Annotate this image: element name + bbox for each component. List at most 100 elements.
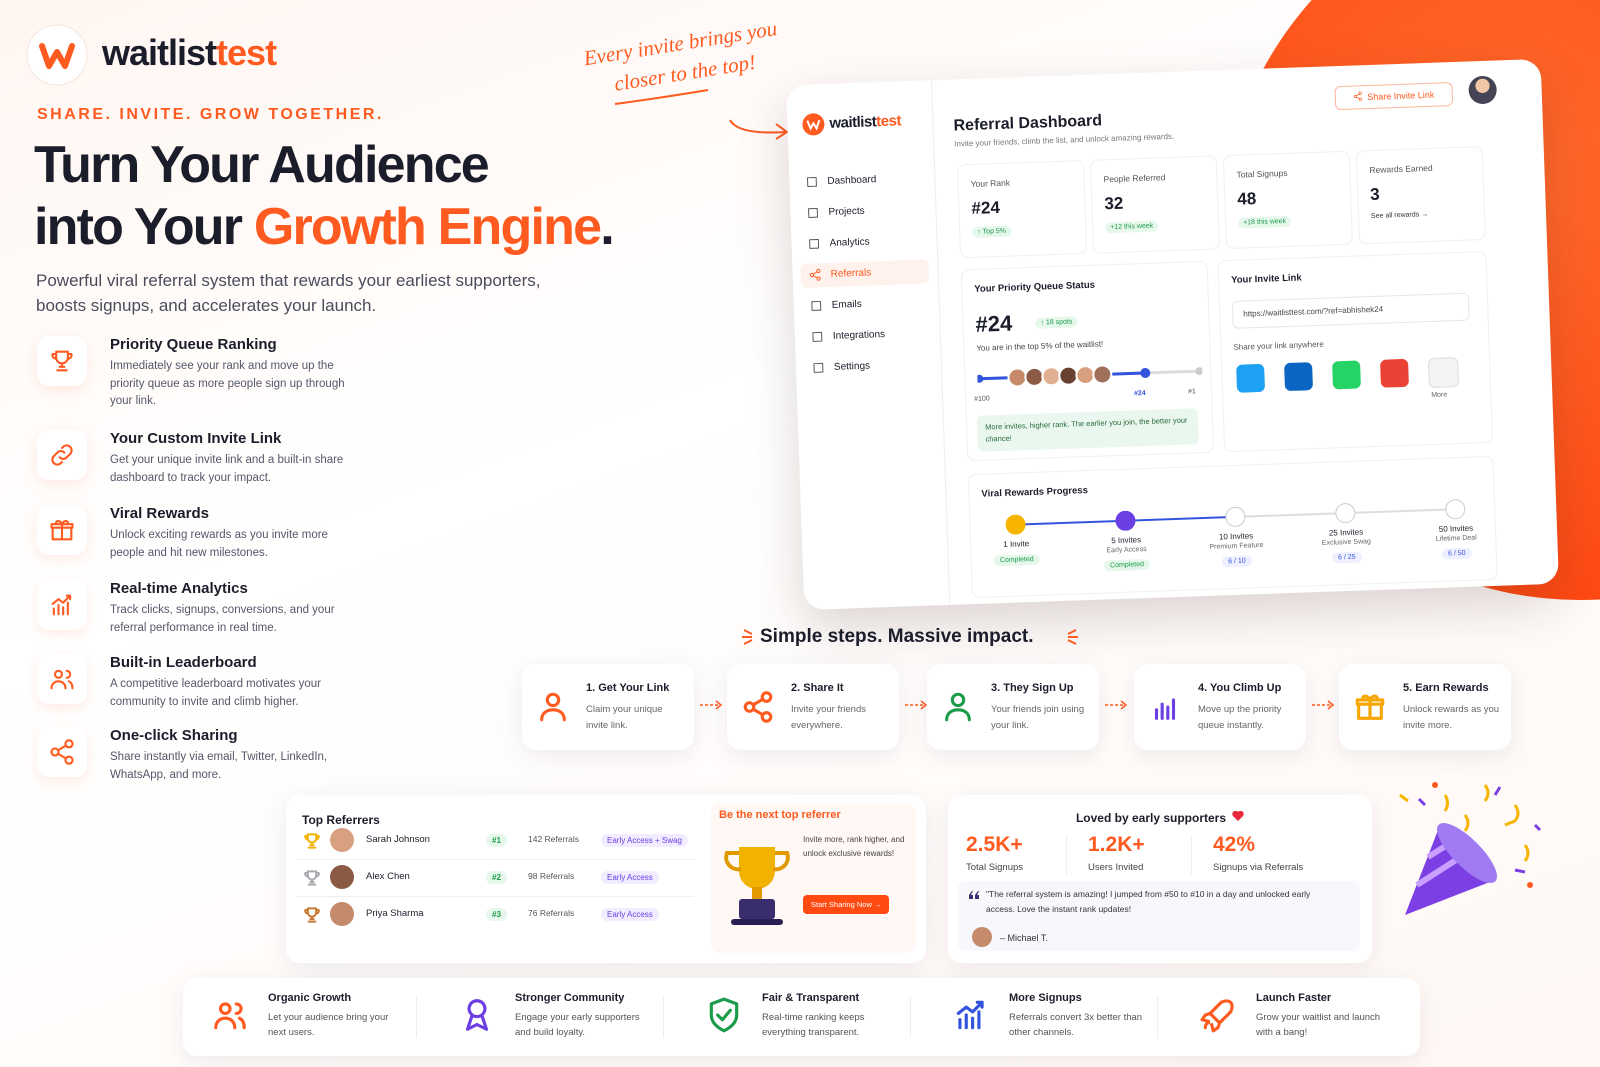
tagline: SHARE. INVITE. GROW TOGETHER. [37,106,384,123]
stat-label: Total Signups [1236,167,1288,180]
referrer-count: 142 Referrals [528,834,580,844]
brand-name: waitlisttest [102,32,277,74]
benefit-desc: Referrals convert 3x better than other c… [1009,1012,1143,1038]
feature-title: Your Custom Invite Link [110,430,282,447]
feature-title: Priority Queue Ranking [110,336,277,353]
stat-label: People Referred [1103,172,1166,185]
nav-item[interactable]: Settings [804,352,933,380]
feature-desc: Share instantly via email, Twitter, Link… [110,751,328,781]
step-desc: Invite your friends everywhere. [791,704,866,731]
stat-value: 3 [1369,184,1381,205]
step-icon [741,690,775,729]
feature-desc: Unlock exciting rewards as you invite mo… [110,529,328,559]
feature-icon [37,430,87,480]
benefit-icon [458,996,496,1039]
stat-label: Users Invited [1088,862,1144,873]
headline-line: Turn Your Audience [34,136,490,194]
stat-note: +18 this week [1237,215,1292,229]
share-button[interactable] [1427,357,1460,389]
logo-icon [26,24,88,86]
milestone-sub: Early Access [1106,546,1147,555]
step-card: 2. Share It Invite your friends everywher… [727,664,899,750]
step-title: 1. Get Your Link [586,682,670,694]
stat-divider [1191,835,1192,875]
stat-value: 48 [1236,189,1257,209]
milestone-node [1334,502,1356,524]
step-icon [536,690,570,729]
benefit-divider [1157,996,1158,1038]
share-button[interactable] [1236,363,1266,393]
step-arrow [698,698,726,716]
start-sharing-button[interactable]: Start Sharing Now → [803,895,890,914]
brand-part: test [875,112,902,131]
milestone-node [1005,514,1026,535]
nav-label: Settings [833,360,871,373]
nav-icon [812,361,826,379]
milestone-status: 6 / 10 [1222,555,1252,568]
brand-part: waitlist [829,113,877,132]
rewards-title: Viral Rewards Progress [981,485,1089,500]
step-title: 3. They Sign Up [991,682,1074,694]
headline-part: . [600,198,614,256]
step-title: 2. Share It [791,682,844,694]
referrer-row: Sarah Johnson #1 142 Referrals Early Access… [296,823,694,860]
stat-card: Your Rank #24 ↑ Top 5% [956,159,1088,259]
referrer-avatar [330,828,354,852]
step-title: 5. Earn Rewards [1403,682,1489,694]
next-text: Invite more, rank higher, and unlock exc… [803,835,905,858]
invite-more: More [1431,391,1448,400]
feature-desc: Immediately see your rank and move up th… [110,360,345,407]
nav-item[interactable]: Analytics [799,228,928,256]
heading-decor [740,624,1080,655]
step-desc: Claim your unique invite link. [586,704,663,731]
queue-start: #100 [974,395,990,403]
quote-text: "The referral system is amazing! I jumpe… [986,889,1311,914]
share-invite-button[interactable]: Share Invite Link [1334,82,1454,111]
nav-icon [805,175,819,193]
nav-item[interactable]: Dashboard [797,167,926,195]
benefit-divider [910,996,911,1038]
invite-title: Your Invite Link [1230,272,1302,286]
referrer-row: Priya Sharma #3 76 Referrals Early Access [296,897,694,933]
benefit-icon [211,996,249,1039]
stat-label: Your Rank [970,177,1011,189]
step-title: 4. You Climb Up [1198,682,1282,694]
milestone: 25 Invites Exclusive Swag 6 / 25 [1296,526,1397,565]
nav-item[interactable]: Integrations [802,321,931,349]
stat-card: Total Signups 48 +18 this week [1222,150,1353,250]
nav-label: Projects [828,205,865,218]
share-button[interactable] [1380,358,1409,388]
step-card: 4. You Climb Up Move up the priority queu… [1134,664,1306,750]
quote-box: "The referral system is amazing! I jumpe… [958,881,1360,951]
nav-item[interactable]: Emails [801,290,930,318]
stat-label: Rewards Earned [1369,162,1433,176]
invite-panel: Your Invite Link https://waitlisttest.com… [1217,250,1493,453]
sidebar-divider [930,80,951,605]
referrer-reward: Early Access [601,871,659,884]
nav-label: Referrals [830,267,872,280]
brand-part: test [216,32,277,73]
nav-item[interactable]: Referrals [800,259,930,288]
quote-mark [968,887,980,905]
queue-title: Your Priority Queue Status [974,279,1096,295]
milestone-status: 6 / 50 [1441,547,1472,560]
feature-icon [37,727,87,777]
step-arrow [1103,698,1131,716]
queue-text: You are in the top 5% of the waitlist! [976,339,1104,353]
share-button[interactable] [1332,360,1361,390]
feature-title: Real-time Analytics [110,580,248,597]
referrer-rank: #1 [486,834,507,847]
nav-item[interactable]: Projects [798,198,927,226]
milestone-status: Completed [1103,558,1151,572]
steps-heading: Simple steps. Massive impact. [760,626,1034,647]
referrer-name: Priya Sharma [366,908,424,919]
step-card: 1. Get Your Link Claim your unique invite… [522,664,694,750]
share-button[interactable] [1284,362,1314,392]
step-icon [941,690,975,729]
button-label: Share Invite Link [1367,89,1435,103]
loved-title: Loved by early supporters [1075,811,1227,825]
benefit-desc: Real-time ranking keeps everything trans… [762,1012,865,1038]
dash-title: Referral Dashboard [953,112,1103,135]
referrer-row: Alex Chen #2 98 Referrals Early Access [296,860,694,897]
stat-label: Signups via Referrals [1213,862,1304,873]
